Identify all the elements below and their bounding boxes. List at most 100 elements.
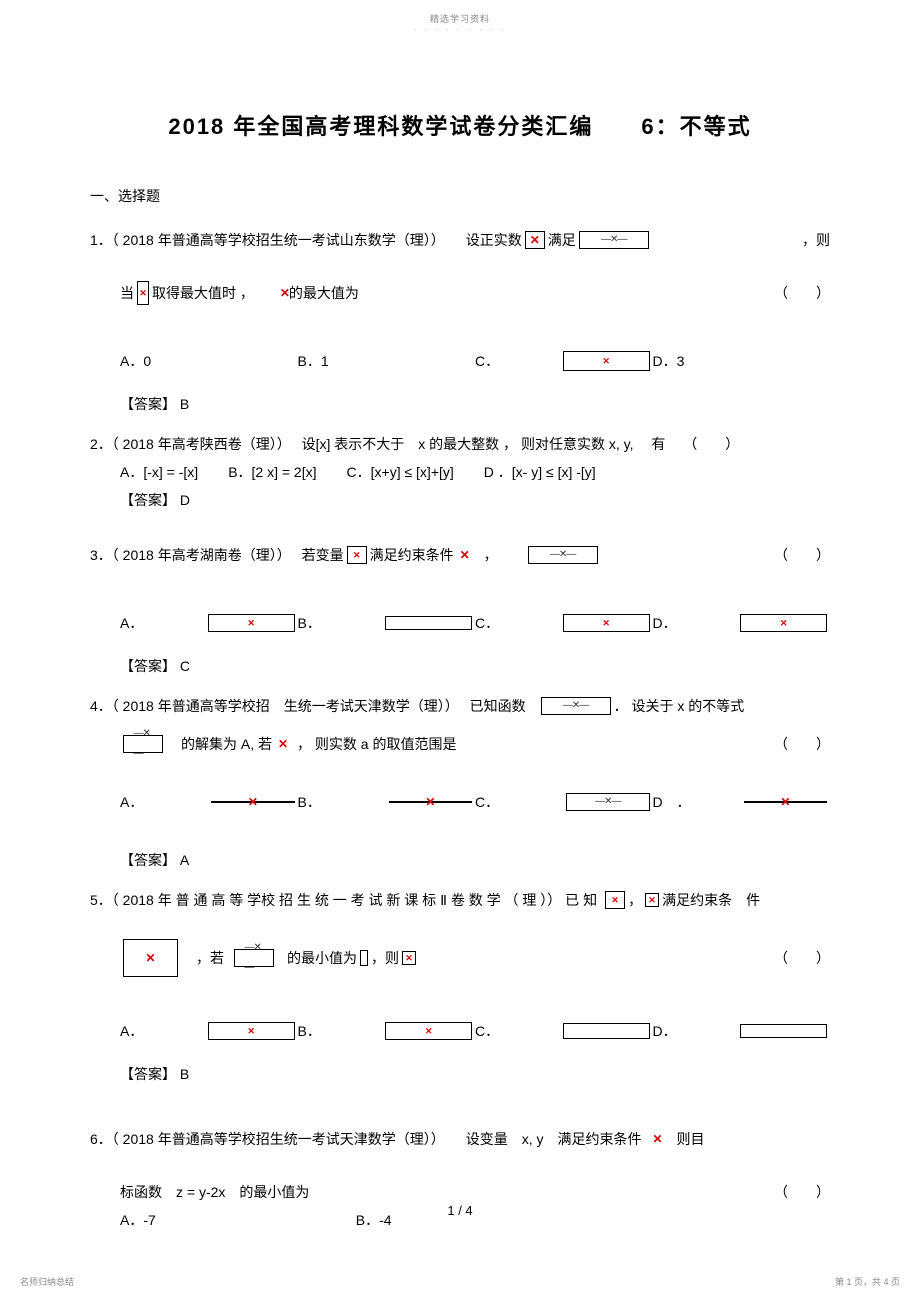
- q3-optA: A．: [120, 609, 298, 637]
- q1-text6: 的最大值为: [289, 279, 359, 307]
- q3-paren: （ ）: [774, 541, 830, 569]
- q4-optD: D ．: [653, 788, 831, 816]
- formula-icon: [563, 351, 650, 371]
- formula-icon: [563, 1023, 650, 1039]
- formula-icon: [657, 1138, 659, 1140]
- formula-icon: [563, 614, 650, 632]
- q6-text2: 则目: [677, 1125, 705, 1153]
- q3-text3: ，: [484, 541, 498, 569]
- q5-text4: ，若: [196, 944, 224, 972]
- formula-icon: [740, 614, 827, 632]
- q3-text2: 满足约束条件: [370, 541, 454, 569]
- q3-answer: 【答案】 C: [90, 652, 830, 680]
- q1-text1: ．（ 2018 年普通高等学校招生统一考试山东数学（理）） 设正实数: [98, 226, 522, 254]
- question-5: 5 ．（ 2018 年 普 通 高 等 学校 招 生 统 一 考 试 新 课 标…: [90, 886, 830, 1088]
- q4-num: 4: [90, 692, 98, 720]
- q2-num: 2: [90, 430, 98, 458]
- page-title: 2018 年全国高考理科数学试卷分类汇编 6：不等式: [0, 109, 920, 141]
- q4-answer: 【答案】 A: [90, 846, 830, 874]
- q6-text3: 标函数 z = y-2x 的最小值为: [120, 1178, 309, 1206]
- q2-optB: B．[2 x] = 2[x]: [228, 458, 316, 486]
- question-4: 4 ．（ 2018 年普通高等学校招 生统一考试天津数学（理）） 已知函数 ． …: [90, 692, 830, 874]
- q5-num: 5: [90, 886, 98, 914]
- formula-icon: [385, 616, 472, 630]
- q1-optD: D．3: [653, 347, 831, 375]
- formula-icon: [740, 1024, 827, 1038]
- formula-icon: [579, 231, 649, 249]
- formula-icon: [464, 554, 466, 556]
- q4-text3: 的解集为 A, 若: [181, 730, 272, 758]
- formula-icon: [525, 231, 545, 249]
- formula-icon: [528, 546, 598, 564]
- q3-num: 3: [90, 541, 98, 569]
- q5-text2: ，: [628, 886, 642, 914]
- formula-icon: [541, 697, 611, 715]
- q1-optC: C．: [475, 347, 653, 375]
- formula-icon: [385, 1022, 472, 1040]
- q4-paren: （ ）: [774, 730, 830, 758]
- q4-optC: C．: [475, 788, 653, 816]
- q1-text2: 满足: [548, 226, 576, 254]
- formula-icon: [566, 793, 649, 811]
- q3-optD: D．: [653, 609, 831, 637]
- q4-text2: ． 设关于 x 的不等式: [614, 692, 745, 720]
- section-title: 一、选择题: [90, 186, 830, 206]
- formula-icon: [389, 801, 472, 803]
- formula-icon: [347, 546, 367, 564]
- q1-num: 1: [90, 226, 98, 254]
- question-2: 2 ．（ 2018 年高考陕西卷（理）） 设[x] 表示不大于 x 的最大整数 …: [90, 430, 830, 514]
- q3-text1: ．（ 2018 年高考湖南卷（理）） 若变量: [98, 541, 344, 569]
- q5-optC: C．: [475, 1017, 653, 1045]
- q3-optC: C．: [475, 609, 653, 637]
- formula-icon: [402, 951, 416, 965]
- formula-icon: [208, 614, 295, 632]
- q1-text4: 当: [120, 279, 134, 307]
- q5-optD: D．: [653, 1017, 831, 1045]
- q5-optA: A．: [120, 1017, 298, 1045]
- q5-optB: B．: [298, 1017, 476, 1045]
- question-1: 1 ．（ 2018 年普通高等学校招生统一考试山东数学（理）） 设正实数 满足 …: [90, 226, 830, 418]
- q6-num: 6: [90, 1125, 98, 1153]
- q1-text5: 取得最大值时 ，: [152, 279, 254, 307]
- formula-icon: [123, 939, 178, 977]
- q4-optA: A．: [120, 788, 298, 816]
- q5-text3: 满足约束条 件: [662, 886, 760, 914]
- q6-optA: A．-7: [120, 1206, 156, 1234]
- q2-answer: 【答案】 D: [90, 486, 830, 514]
- formula-icon: [282, 743, 284, 745]
- formula-icon: [211, 801, 294, 803]
- q1-optB: B．1: [298, 347, 476, 375]
- formula-icon: [137, 281, 149, 305]
- q2-optD: D ．[x- y] ≤ [x] -[y]: [484, 458, 596, 486]
- q2-optC: C．[x+y] ≤ [x]+[y]: [347, 458, 454, 486]
- q2-text1: ．（ 2018 年高考陕西卷（理）） 设[x] 表示不大于 x 的最大整数 ， …: [98, 430, 739, 458]
- formula-icon: [208, 1022, 295, 1040]
- q1-text3: ，则: [802, 226, 830, 254]
- q1-optA: A．0: [120, 347, 298, 375]
- formula-icon: [284, 292, 286, 294]
- formula-icon: [234, 949, 274, 967]
- q5-text1: ．（ 2018 年 普 通 高 等 学校 招 生 统 一 考 试 新 课 标 Ⅱ…: [98, 886, 597, 914]
- header-small-text: 精选学习资料: [0, 0, 920, 25]
- page-number: 1 / 4: [447, 1203, 472, 1218]
- q4-text4: ， 则实数 a 的取值范围是: [297, 730, 456, 758]
- content-area: 一、选择题 1 ．（ 2018 年普通高等学校招生统一考试山东数学（理）） 设正…: [0, 186, 920, 1234]
- q1-paren: （ ）: [774, 279, 830, 307]
- q4-optB: B．: [298, 788, 476, 816]
- header-dots: · · · · · · · · ·: [0, 25, 920, 34]
- formula-icon: [123, 735, 163, 753]
- q1-answer: 【答案】 B: [90, 390, 830, 418]
- q6-text1: ．（ 2018 年普通高等学校招生统一考试天津数学（理）） 设变量 x, y 满…: [98, 1125, 642, 1153]
- q5-paren: （ ）: [774, 944, 830, 972]
- q3-optB: B．: [298, 609, 476, 637]
- q5-text6: ，则: [371, 944, 399, 972]
- q6-paren: （ ）: [774, 1178, 830, 1206]
- footer-left: 名师归纳总结: [20, 1275, 74, 1288]
- formula-icon: [605, 891, 625, 909]
- formula-icon: [360, 950, 368, 966]
- q2-optA: A．[-x] = -[x]: [120, 458, 198, 486]
- q5-text5: 的最小值为: [287, 944, 357, 972]
- footer-right: 第 1 页，共 4 页: [835, 1275, 900, 1288]
- formula-icon: [645, 893, 659, 907]
- q6-optB: B．-4: [356, 1206, 392, 1234]
